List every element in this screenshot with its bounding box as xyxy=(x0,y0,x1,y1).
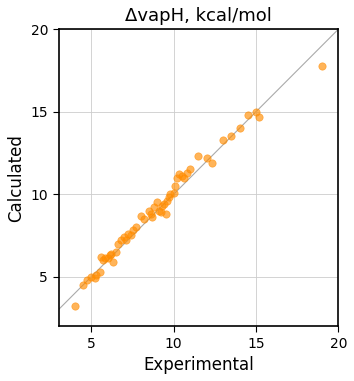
Point xyxy=(151,204,157,210)
Point xyxy=(98,254,104,260)
X-axis label: Experimental: Experimental xyxy=(143,356,254,374)
Point xyxy=(84,277,89,283)
Point xyxy=(163,211,169,217)
Point xyxy=(121,234,127,240)
Point xyxy=(110,259,116,265)
Point xyxy=(245,112,251,118)
Point xyxy=(204,155,210,161)
Title: ΔvapH, kcal/mol: ΔvapH, kcal/mol xyxy=(125,7,272,25)
Point xyxy=(161,201,167,207)
Point xyxy=(181,174,187,181)
Point xyxy=(167,191,173,197)
Point xyxy=(118,237,124,243)
Point xyxy=(176,171,182,178)
Point xyxy=(319,62,325,69)
Point xyxy=(80,282,86,288)
Point xyxy=(171,189,177,195)
Point xyxy=(148,211,154,217)
Point xyxy=(164,198,170,204)
Point xyxy=(141,216,147,222)
Point xyxy=(113,249,119,255)
Point xyxy=(154,199,160,205)
Point xyxy=(166,194,172,200)
Point xyxy=(100,257,106,263)
Point xyxy=(97,269,103,275)
Point xyxy=(184,170,190,176)
Point xyxy=(92,275,98,281)
Y-axis label: Calculated: Calculated xyxy=(7,134,25,222)
Point xyxy=(72,303,78,309)
Point xyxy=(146,208,152,214)
Point xyxy=(115,240,121,247)
Point xyxy=(159,203,165,209)
Point xyxy=(172,183,178,189)
Point xyxy=(209,160,215,166)
Point xyxy=(179,173,185,179)
Point xyxy=(133,224,139,230)
Point xyxy=(228,133,234,139)
Point xyxy=(107,252,112,258)
Point xyxy=(187,166,193,173)
Point xyxy=(105,255,111,261)
Point xyxy=(138,213,144,219)
Point xyxy=(257,114,262,120)
Point xyxy=(128,232,134,239)
Point xyxy=(237,125,242,131)
Point xyxy=(108,250,114,256)
Point xyxy=(253,109,259,115)
Point xyxy=(125,231,131,237)
Point xyxy=(158,209,164,215)
Point xyxy=(196,153,201,159)
Point xyxy=(156,208,162,214)
Point xyxy=(93,272,99,278)
Point xyxy=(174,174,180,181)
Point xyxy=(149,214,155,220)
Point xyxy=(220,137,226,143)
Point xyxy=(123,237,129,243)
Point xyxy=(102,255,108,261)
Point xyxy=(88,274,94,280)
Point xyxy=(130,227,136,234)
